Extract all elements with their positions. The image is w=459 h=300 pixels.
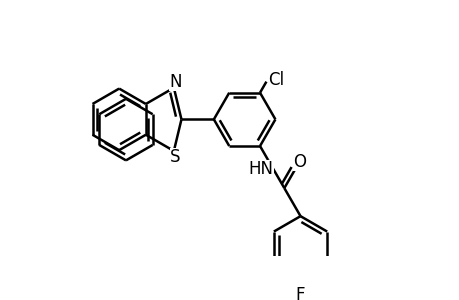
Text: S: S (170, 148, 180, 166)
Text: F: F (295, 286, 305, 300)
Text: N: N (169, 73, 181, 91)
Text: HN: HN (248, 160, 273, 178)
Text: Cl: Cl (268, 71, 284, 89)
Text: O: O (293, 153, 306, 171)
